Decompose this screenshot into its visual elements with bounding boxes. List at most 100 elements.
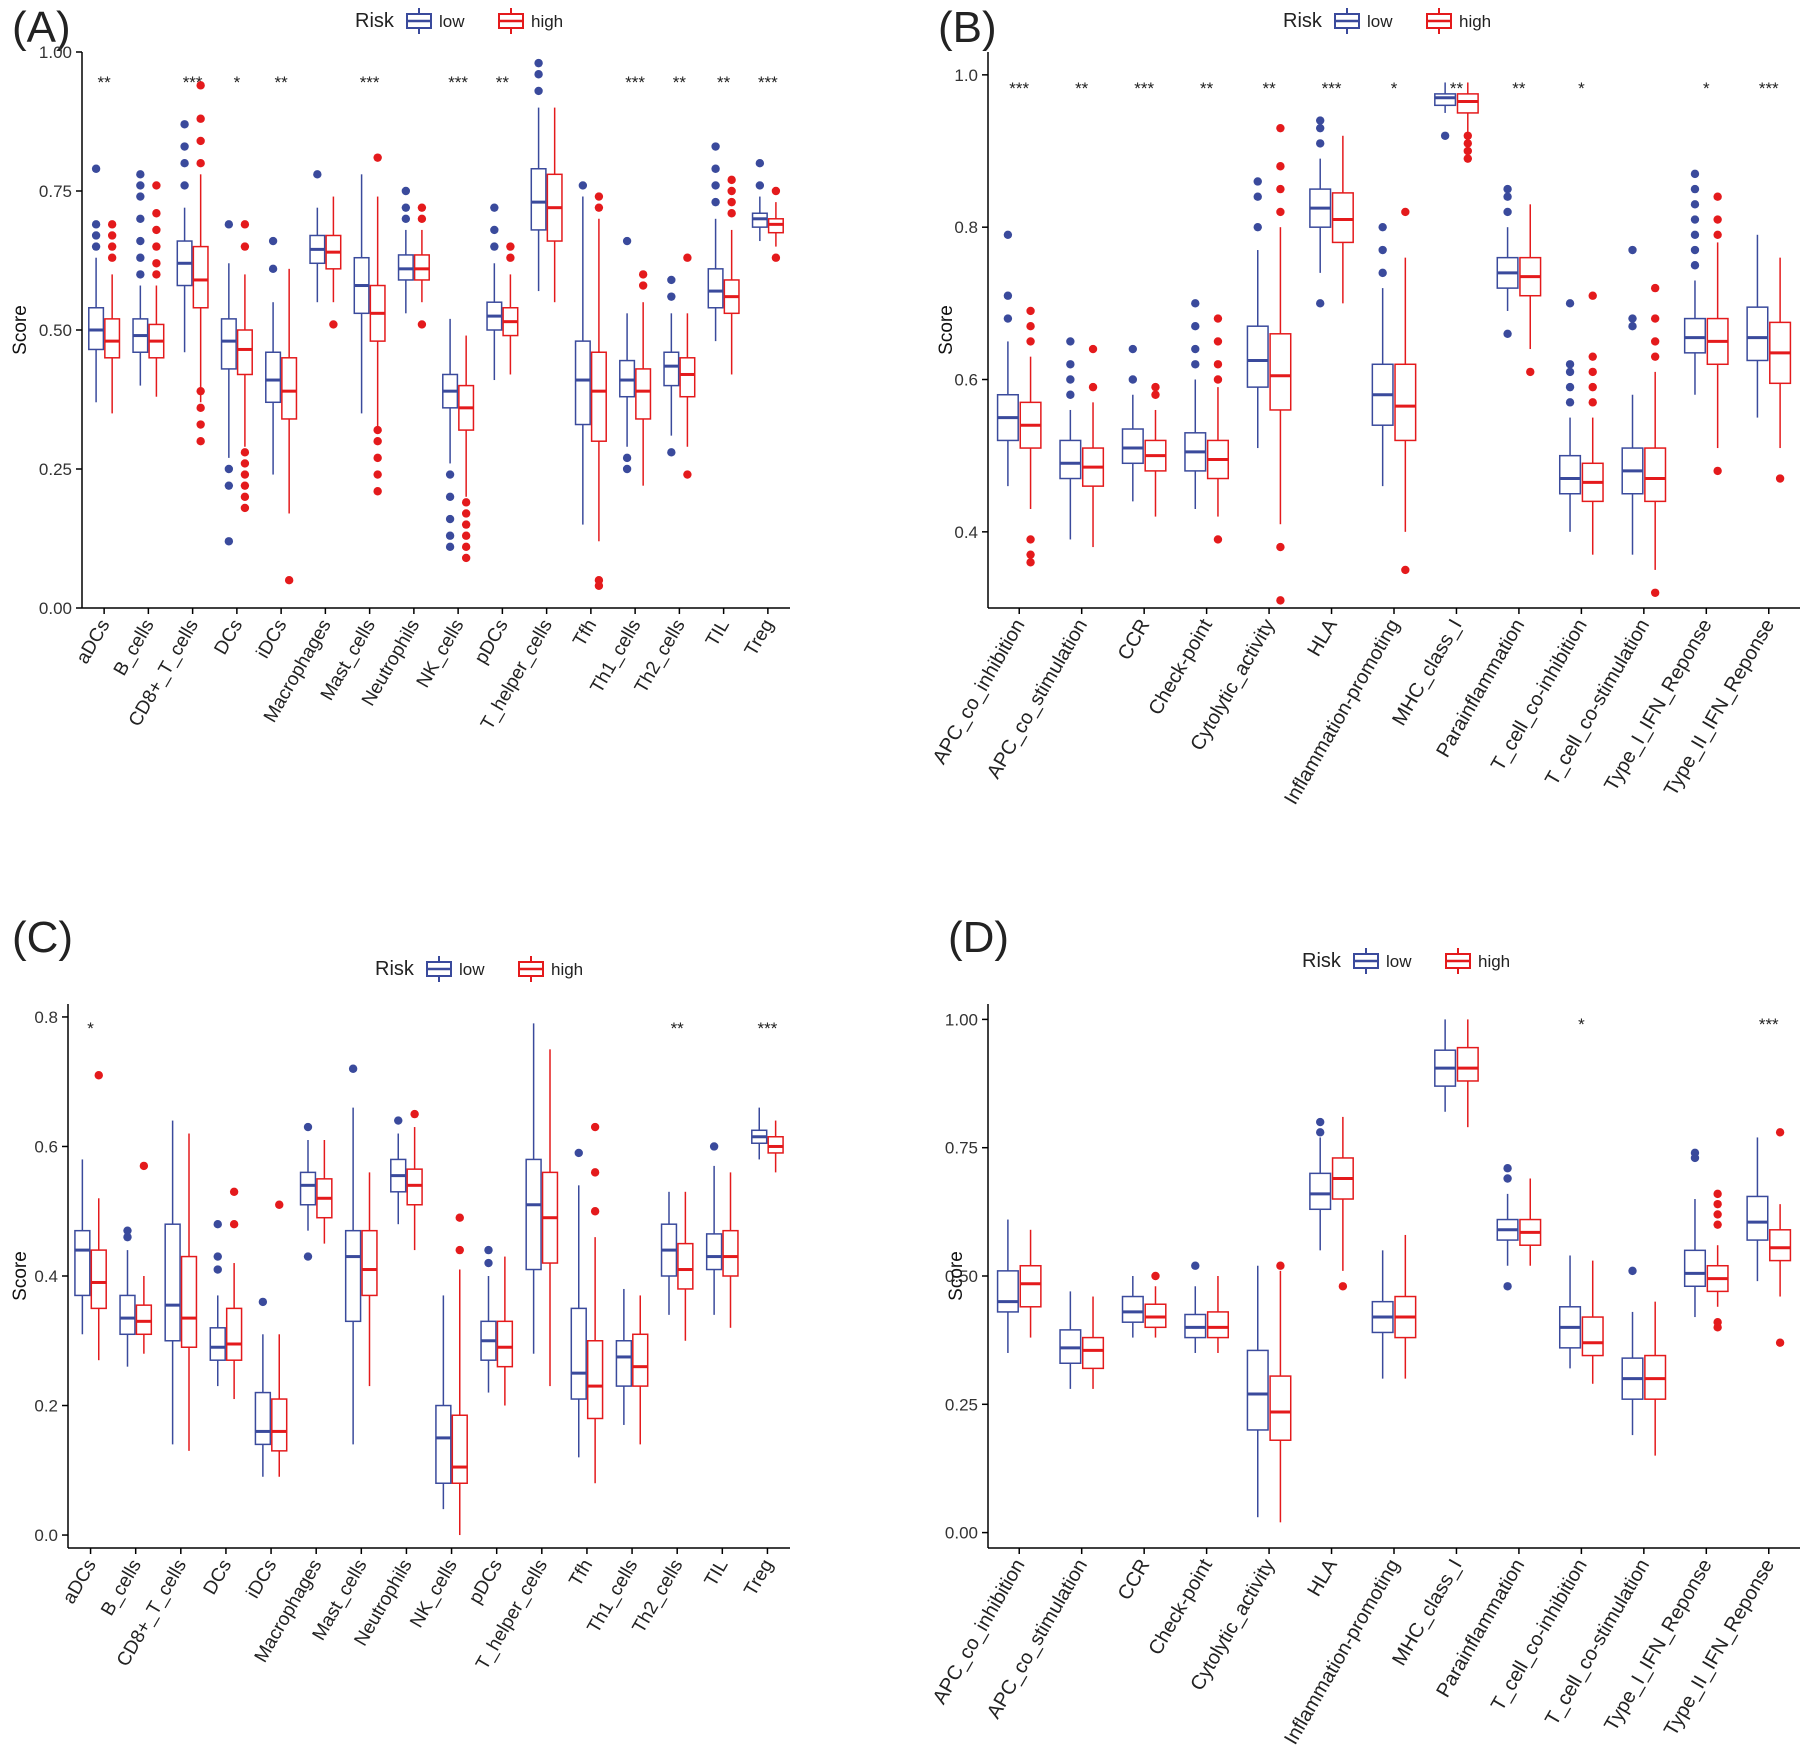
box-low-pdcs xyxy=(480,1245,497,1393)
box-low-treg xyxy=(751,159,768,242)
outlier-point xyxy=(1588,398,1597,407)
x-tick-label-type-ii-ifn-reponse: Type_II_IFN_Reponse xyxy=(1660,1556,1779,1740)
outlier-point xyxy=(152,259,161,268)
box-high-type-ii-ifn-reponse xyxy=(1769,257,1792,483)
significance-label: * xyxy=(87,1019,94,1038)
outlier-point xyxy=(1316,1128,1325,1137)
outlier-point xyxy=(1066,375,1075,384)
box-iqr xyxy=(1683,1249,1707,1288)
outlier-point xyxy=(152,181,161,190)
box-high-tfh xyxy=(586,1122,604,1484)
box-iqr xyxy=(344,1229,362,1323)
x-tick-label-tfh: Tfh xyxy=(565,1556,597,1590)
outlier-point xyxy=(1316,123,1325,133)
box-iqr xyxy=(1081,1336,1105,1370)
outlier-point xyxy=(1316,1117,1325,1127)
significance-label: *** xyxy=(758,1019,778,1038)
box-high-hla xyxy=(1331,1116,1354,1291)
outlier-point xyxy=(139,1161,149,1171)
legend-label-low: low xyxy=(1386,952,1412,971)
outlier-point xyxy=(683,253,692,262)
outlier-point xyxy=(136,214,145,223)
significance-label: *** xyxy=(1322,79,1342,98)
box-low-dcs xyxy=(220,220,237,546)
outlier-point xyxy=(1503,192,1512,201)
outlier-point xyxy=(417,320,427,329)
box-high-cd8-t-cells xyxy=(192,81,209,446)
outlier-point xyxy=(107,253,117,262)
box-low-macrophages xyxy=(309,170,326,303)
box-low-t-helper-cells xyxy=(525,1023,542,1354)
outlier-point xyxy=(152,225,161,235)
outlier-point xyxy=(401,186,411,196)
outlier-point xyxy=(711,142,720,151)
box-high-b-cells xyxy=(135,1161,153,1354)
box-iqr xyxy=(435,1404,452,1484)
box-high-cd8-t-cells xyxy=(180,1133,198,1451)
outlier-point xyxy=(1690,169,1700,179)
outlier-point xyxy=(1588,352,1597,361)
outlier-point xyxy=(1026,550,1035,559)
box-iqr xyxy=(663,351,680,387)
outlier-point xyxy=(1628,245,1637,255)
outlier-point xyxy=(590,1122,600,1132)
box-iqr xyxy=(1269,1375,1292,1441)
box-iqr xyxy=(590,351,607,442)
outlier-point xyxy=(1690,261,1700,270)
outlier-point xyxy=(373,470,382,479)
box-low-mhc-class-i xyxy=(1434,1019,1457,1112)
outlier-point xyxy=(240,242,250,251)
outlier-point xyxy=(240,503,250,513)
outlier-point xyxy=(417,214,427,223)
outlier-point xyxy=(534,86,543,96)
outlier-point xyxy=(445,542,455,552)
outlier-point xyxy=(1565,299,1575,308)
outlier-point xyxy=(1213,360,1223,369)
box-low-mast-cells xyxy=(353,174,370,414)
outlier-point xyxy=(1463,146,1472,156)
box-low-til xyxy=(707,142,724,342)
outlier-point xyxy=(373,487,382,496)
outlier-point xyxy=(1503,1282,1512,1291)
box-iqr xyxy=(574,340,591,426)
x-tick-label-dcs: DCs xyxy=(200,1556,237,1599)
outlier-point xyxy=(1191,360,1200,369)
box-iqr xyxy=(104,318,121,359)
outlier-point xyxy=(490,225,499,235)
box-low-th1-cells xyxy=(619,236,636,474)
outlier-point xyxy=(1690,215,1700,224)
outlier-point xyxy=(1276,162,1285,171)
outlier-point xyxy=(461,542,471,552)
box-high-dcs xyxy=(236,220,253,513)
box-low-idcs xyxy=(265,236,282,475)
outlier-point xyxy=(1003,291,1013,300)
outlier-point xyxy=(1066,390,1075,399)
box-iqr xyxy=(209,1327,226,1361)
box-high-nk-cells xyxy=(451,1213,468,1536)
legend-label-low: low xyxy=(1367,12,1393,31)
outlier-point xyxy=(417,203,427,212)
outlier-point xyxy=(1151,382,1160,392)
box-low-b-cells xyxy=(132,170,149,386)
box-iqr xyxy=(1456,93,1479,114)
box-high-mast-cells xyxy=(361,1172,378,1387)
outlier-point xyxy=(394,1116,403,1125)
outlier-point xyxy=(1588,367,1597,377)
y-tick-label: 0.00 xyxy=(39,599,72,618)
outlier-point xyxy=(1690,200,1700,209)
box-iqr xyxy=(180,1255,198,1348)
outlier-point xyxy=(506,253,515,262)
x-tick-label-hla: HLA xyxy=(1303,1555,1342,1600)
box-iqr xyxy=(996,1270,1019,1313)
outlier-point xyxy=(196,420,205,429)
box-iqr xyxy=(767,1136,784,1154)
box-low-cytolytic-activity xyxy=(1246,1265,1269,1518)
outlier-point xyxy=(1565,398,1575,407)
outlier-point xyxy=(1191,299,1200,308)
panel-label: (C) xyxy=(12,913,73,962)
legend-label-high: high xyxy=(1459,12,1491,31)
x-tick-label-adcs: aDCs xyxy=(73,616,115,668)
y-tick-label: 0.4 xyxy=(34,1267,58,1286)
outlier-point xyxy=(594,192,604,201)
